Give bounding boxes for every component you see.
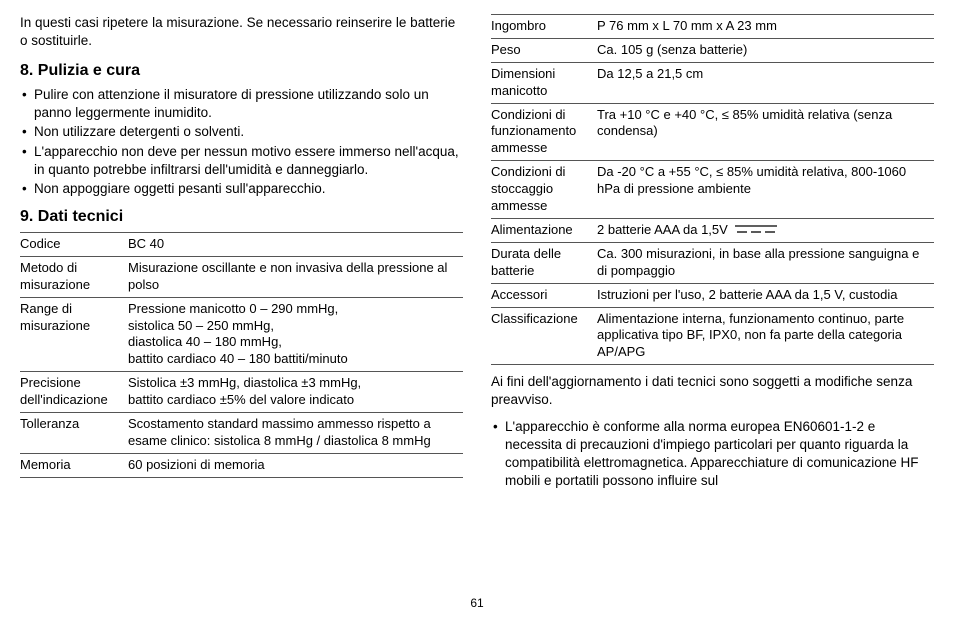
- list-item: Pulire con attenzione il misuratore di p…: [20, 86, 463, 122]
- spec-label: Precisione dell'indicazione: [20, 372, 128, 413]
- page-number: 61: [20, 595, 934, 611]
- list-item: L'apparecchio è conforme alla norma euro…: [491, 418, 934, 491]
- tech-specs-table-right: Ingombro P 76 mm x L 70 mm x A 23 mm Pes…: [491, 14, 934, 365]
- spec-label: Alimentazione: [491, 218, 597, 242]
- table-row: Memoria 60 posizioni di memoria: [20, 453, 463, 477]
- spec-value: Da -20 °C a +55 °C, ≤ 85% umidità relati…: [597, 161, 934, 219]
- spec-value: Istruzioni per l'uso, 2 batterie AAA da …: [597, 283, 934, 307]
- spec-label: Durata delle batterie: [491, 242, 597, 283]
- spec-value-text: 2 batterie AAA da 1,5V: [597, 222, 728, 237]
- table-row: Ingombro P 76 mm x L 70 mm x A 23 mm: [491, 15, 934, 39]
- right-column: Ingombro P 76 mm x L 70 mm x A 23 mm Pes…: [491, 14, 934, 591]
- spec-value: Alimentazione interna, funzionamento con…: [597, 307, 934, 365]
- spec-label: Tolleranza: [20, 412, 128, 453]
- spec-label: Ingombro: [491, 15, 597, 39]
- spec-label: Metodo di misurazione: [20, 256, 128, 297]
- spec-label: Classificazione: [491, 307, 597, 365]
- spec-label: Condizioni di stoccaggio ammesse: [491, 161, 597, 219]
- table-row: Accessori Istruzioni per l'uso, 2 batter…: [491, 283, 934, 307]
- list-item: L'apparecchio non deve per nessun motivo…: [20, 143, 463, 179]
- spec-label: Condizioni di funzionamento ammesse: [491, 103, 597, 161]
- table-row: Durata delle batterie Ca. 300 misurazion…: [491, 242, 934, 283]
- compliance-list: L'apparecchio è conforme alla norma euro…: [491, 418, 934, 491]
- spec-value: Pressione manicotto 0 – 290 mmHg,sistoli…: [128, 297, 463, 372]
- spec-value: Ca. 105 g (senza batterie): [597, 38, 934, 62]
- table-row: Condizioni di funzionamento ammesse Tra …: [491, 103, 934, 161]
- table-row: Peso Ca. 105 g (senza batterie): [491, 38, 934, 62]
- intro-text: In questi casi ripetere la misurazione. …: [20, 14, 463, 50]
- spec-label: Range di misurazione: [20, 297, 128, 372]
- dc-current-icon: [735, 222, 777, 239]
- spec-value-with-symbol: 2 batterie AAA da 1,5V: [597, 218, 934, 242]
- table-row: Condizioni di stoccaggio ammesse Da -20 …: [491, 161, 934, 219]
- after-table-note: Ai fini dell'aggiornamento i dati tecnic…: [491, 373, 934, 409]
- table-row: Classificazione Alimentazione interna, f…: [491, 307, 934, 365]
- list-item: Non appoggiare oggetti pesanti sull'appa…: [20, 180, 463, 198]
- spec-value: Tra +10 °C e +40 °C, ≤ 85% umidità relat…: [597, 103, 934, 161]
- spec-value: Scostamento standard massimo ammesso ris…: [128, 412, 463, 453]
- table-row: Metodo di misurazione Misurazione oscill…: [20, 256, 463, 297]
- spec-value: Da 12,5 a 21,5 cm: [597, 62, 934, 103]
- spec-label: Memoria: [20, 453, 128, 477]
- spec-label: Accessori: [491, 283, 597, 307]
- tech-specs-table-left: Codice BC 40 Metodo di misurazione Misur…: [20, 232, 463, 478]
- spec-value: Misurazione oscillante e non invasiva de…: [128, 256, 463, 297]
- table-row: Alimentazione 2 batterie AAA da 1,5V: [491, 218, 934, 242]
- list-item: Non utilizzare detergenti o solventi.: [20, 123, 463, 141]
- table-row: Precisione dell'indicazione Sistolica ±3…: [20, 372, 463, 413]
- spec-label: Peso: [491, 38, 597, 62]
- section-8-heading: 8. Pulizia e cura: [20, 60, 463, 82]
- table-row: Codice BC 40: [20, 232, 463, 256]
- left-column: In questi casi ripetere la misurazione. …: [20, 14, 463, 591]
- table-row: Dimensioni manicotto Da 12,5 a 21,5 cm: [491, 62, 934, 103]
- section-9-heading: 9. Dati tecnici: [20, 206, 463, 228]
- spec-value: Sistolica ±3 mmHg, diastolica ±3 mmHg,ba…: [128, 372, 463, 413]
- spec-value: BC 40: [128, 232, 463, 256]
- spec-value: 60 posizioni di memoria: [128, 453, 463, 477]
- section-8-list: Pulire con attenzione il misuratore di p…: [20, 86, 463, 198]
- table-row: Tolleranza Scostamento standard massimo …: [20, 412, 463, 453]
- spec-label: Codice: [20, 232, 128, 256]
- spec-value: Ca. 300 misurazioni, in base alla pressi…: [597, 242, 934, 283]
- two-column-layout: In questi casi ripetere la misurazione. …: [20, 14, 934, 591]
- spec-label: Dimensioni manicotto: [491, 62, 597, 103]
- spec-value: P 76 mm x L 70 mm x A 23 mm: [597, 15, 934, 39]
- table-row: Range di misurazione Pressione manicotto…: [20, 297, 463, 372]
